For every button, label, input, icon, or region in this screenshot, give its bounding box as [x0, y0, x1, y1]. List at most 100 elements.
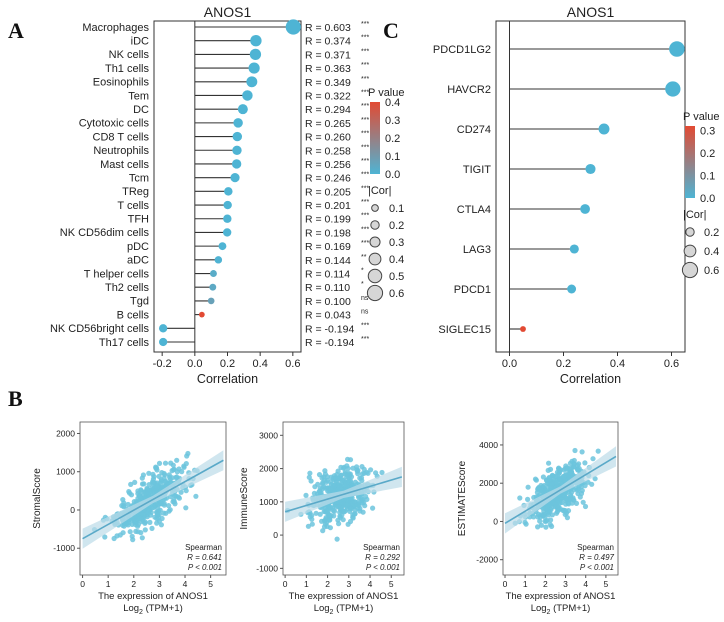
stats-method: Spearman [577, 543, 614, 552]
scatter-point [125, 501, 131, 508]
scatter-point [155, 506, 161, 512]
scatter-point [145, 509, 151, 516]
scatter-point [344, 472, 350, 478]
x-tick-label: 5 [604, 579, 609, 589]
scatter-point [361, 500, 367, 506]
cor-size-swatch [367, 268, 383, 284]
x-tick-label: 0.6 [285, 358, 300, 370]
x-tick-label: 0 [80, 579, 85, 589]
dot [222, 228, 232, 237]
x-tick-label: 0.6 [664, 358, 679, 370]
dot [249, 48, 262, 61]
x-tick-label: 3 [157, 579, 162, 589]
units-log: Log [123, 603, 139, 614]
x-tick-label: 1 [106, 579, 111, 589]
legend-title-pvalue: P value [683, 111, 720, 123]
r-value-label: R = 0.349 [305, 77, 351, 89]
category-label: Macrophages [82, 22, 149, 34]
scatter-point [150, 480, 156, 486]
scatter-point [535, 511, 542, 517]
x-axis-label: The expression of ANOS1 [98, 591, 208, 602]
scatter-point [307, 470, 313, 476]
dot [520, 326, 526, 332]
category-label: Tem [128, 90, 149, 102]
scatter-point [159, 515, 165, 522]
significance-label: *** [361, 117, 369, 124]
dot [223, 200, 232, 210]
scatter-point [592, 476, 598, 482]
scatter-point [127, 490, 133, 496]
scatter-point [183, 505, 189, 511]
significance-label: *** [361, 199, 369, 206]
r-value-label: R = 0.322 [305, 90, 351, 102]
x-axis-label-units: Log2 (TPM+1) [531, 603, 591, 616]
category-label: Th17 cells [99, 337, 150, 349]
x-axis-label: Correlation [197, 372, 258, 386]
dot [248, 62, 260, 74]
scatter-point [132, 521, 138, 528]
scatter-point [322, 518, 328, 524]
scatter-point [575, 487, 581, 493]
scatter-point [151, 504, 157, 510]
scatter-point [170, 462, 176, 468]
y-tick-label: -1000 [53, 543, 75, 553]
x-axis-label: The expression of ANOS1 [506, 591, 616, 602]
scatter-point [359, 471, 365, 477]
dot [209, 283, 217, 291]
scatter-point [585, 479, 591, 485]
scatter-point [316, 472, 323, 478]
stats-p: P < 0.001 [366, 563, 400, 572]
significance-label: *** [361, 213, 369, 220]
category-label: SIGLEC15 [438, 324, 491, 336]
scatter-point [582, 503, 589, 510]
scatter-point [344, 463, 350, 469]
scatter-point [150, 476, 156, 482]
scatter-point [346, 477, 352, 483]
scatter-point [132, 479, 138, 485]
scatter-point [567, 470, 573, 476]
scatter-point [325, 508, 331, 514]
scatter-point [158, 480, 164, 486]
category-label: Cytotoxic cells [79, 118, 150, 130]
y-axis-label: StromalScore [32, 468, 43, 529]
scatter-point [154, 484, 160, 490]
scatter-point [146, 470, 152, 476]
dot [233, 118, 243, 128]
x-tick-label: 0 [283, 579, 288, 589]
legend-title-pvalue: P value [368, 87, 405, 99]
scatter-point [335, 475, 341, 481]
significance-label: *** [361, 48, 369, 55]
significance-label: *** [361, 35, 369, 42]
scatter-point [315, 481, 321, 487]
r-value-label: R = 0.256 [305, 159, 351, 171]
cor-size-swatch [685, 227, 695, 237]
scatter-point [161, 510, 167, 516]
category-label: TFH [128, 214, 149, 226]
category-label: CD274 [457, 124, 491, 136]
scatter-point [174, 457, 180, 463]
x-axis-label: The expression of ANOS1 [289, 591, 399, 602]
r-value-label: R = 0.144 [305, 255, 351, 267]
pvalue-tick-label: 0.1 [385, 151, 400, 163]
y-tick-label: 1000 [259, 497, 278, 507]
scatter-point [549, 523, 555, 530]
scatter-point [523, 521, 529, 527]
x-tick-label: 2 [131, 579, 136, 589]
chart-title: ANOS1 [567, 4, 615, 20]
scatter-point [582, 483, 588, 489]
category-label: aDC [127, 255, 149, 267]
category-label: Th2 cells [105, 282, 150, 294]
x-axis-label-units: Log2 (TPM+1) [314, 603, 374, 616]
plot-frame [495, 20, 686, 353]
pvalue-tick-label: 0.0 [385, 169, 400, 181]
category-label: NK cells [109, 49, 150, 61]
scatter-point [166, 472, 172, 478]
r-value-label: R = -0.194 [305, 323, 354, 335]
scatter-point [149, 525, 155, 532]
x-axis-label-units: Log2 (TPM+1) [123, 603, 183, 616]
cor-size-swatch [369, 236, 381, 248]
scatter-point [305, 523, 311, 529]
scatter-point [327, 504, 333, 510]
plot-frame [79, 421, 227, 576]
